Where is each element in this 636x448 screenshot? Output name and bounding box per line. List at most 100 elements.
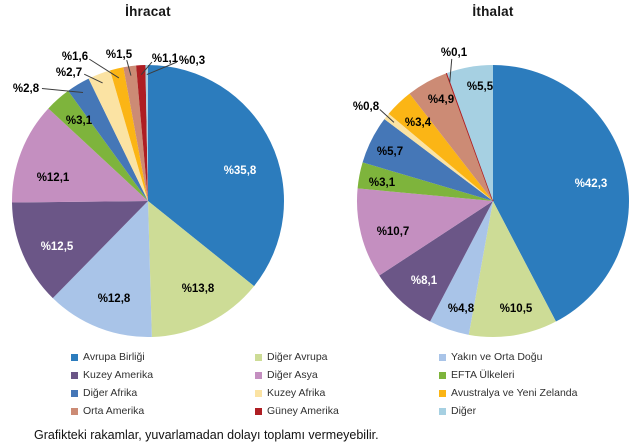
slice-ithalat-diger-afrika	[362, 119, 493, 201]
slice-ithalat-kuzey-amerika	[379, 201, 493, 322]
slice-ihracat-efta-ulkeleri	[48, 90, 148, 201]
leader-line-ithalat-guney-amerika	[449, 58, 453, 83]
pie-ithalat: %42,3 %10,5 %4,8 %8,1 %10,7 %3,1 %5,7 %0,8 %3,4%…	[353, 47, 630, 337]
slice-ihracat-avustralya-ve-yeni-zelanda	[110, 67, 148, 201]
legend-swatch-guney-amerika	[255, 407, 262, 415]
legend-swatch-diger-afrika	[71, 389, 78, 397]
leader-line-ithalat-kuzey-afrika	[379, 109, 395, 123]
legend-label-diger-afrika: Diğer Afrika	[83, 387, 138, 399]
slice-ihracat-diger-avrupa	[148, 201, 255, 337]
legend-label-efta-ulkeleri: EFTA Ülkeleri	[451, 369, 515, 381]
slice-label-ihracat-avrupa-birligi: %35,8	[224, 165, 257, 177]
slice-label-ihracat-efta-ulkeleri: %3,1	[66, 115, 93, 127]
legend-item-efta-ulkeleri: EFTA Ülkeleri	[439, 366, 577, 384]
slice-label-ithalat-diger-afrika: %5,7	[377, 146, 403, 158]
legend-label-diger: Diğer	[451, 405, 477, 417]
leader-line-ihracat-guney-amerika	[140, 61, 153, 76]
slice-ihracat-kuzey-amerika	[12, 201, 149, 299]
slice-ihracat-kuzey-afrika	[88, 70, 148, 201]
legend-item-diger-avrupa: Diğer Avrupa	[255, 348, 339, 366]
slice-ihracat-orta-amerika	[123, 65, 148, 202]
slice-label-ithalat-yakin-ve-orta-dogu: %4,8	[448, 303, 475, 315]
legend: Avrupa Birliği Kuzey Amerika Diğer Afrika O…	[0, 348, 636, 426]
slice-label-ihracat-diger: %0,3	[179, 55, 205, 67]
slice-label-ihracat-diger-afrika: %2,8	[13, 83, 40, 95]
legend-label-avustralya-ve-yeni-zelanda: Avustralya ve Yeni Zelanda	[451, 387, 578, 399]
legend-item-avustralya-ve-yeni-zelanda: Avustralya ve Yeni Zelanda	[439, 384, 577, 402]
slice-label-ihracat-diger-asya: %12,1	[37, 172, 70, 184]
slice-ithalat-yakin-ve-orta-dogu	[430, 201, 493, 335]
slice-label-ithalat-avrupa-birligi: %42,3	[575, 178, 608, 190]
slice-label-ihracat-kuzey-afrika: %2,7	[56, 67, 82, 79]
legend-item-diger-afrika: Diğer Afrika	[71, 384, 153, 402]
slice-ihracat-yakin-ve-orta-dogu	[52, 201, 152, 338]
leader-line-ihracat-diger	[146, 61, 177, 75]
legend-item-yakin-ve-orta-dogu: Yakın ve Orta Doğu	[439, 348, 577, 366]
slice-ithalat-avrupa-birligi	[493, 65, 630, 322]
legend-label-diger-avrupa: Diğer Avrupa	[267, 351, 328, 363]
legend-swatch-avustralya-ve-yeni-zelanda	[439, 389, 446, 397]
slice-ithalat-diger-asya	[356, 188, 493, 276]
slice-ithalat-avustralya-ve-yeni-zelanda	[388, 93, 493, 201]
legend-item-avrupa-birligi: Avrupa Birliği	[71, 348, 153, 366]
leader-line-ihracat-kuzey-afrika	[83, 73, 103, 84]
legend-swatch-orta-amerika	[71, 407, 78, 415]
legend-label-guney-amerika: Güney Amerika	[267, 405, 339, 417]
legend-label-avrupa-birligi: Avrupa Birliği	[83, 351, 145, 363]
legend-label-orta-amerika: Orta Amerika	[83, 405, 145, 417]
chart-title-ihracat: İhracat	[125, 4, 171, 19]
legend-column-0: Avrupa Birliği Kuzey Amerika Diğer Afrika O…	[71, 348, 153, 420]
slice-label-ithalat-orta-amerika: %4,9	[428, 94, 454, 106]
legend-swatch-avrupa-birligi	[71, 353, 78, 361]
legend-swatch-diger-asya	[255, 371, 262, 379]
slice-ithalat-diger-avrupa	[468, 201, 556, 337]
legend-label-diger-asya: Diğer Asya	[267, 369, 318, 381]
slice-sliver-ithalat-guney-amerika	[445, 72, 494, 202]
leader-line-ihracat-orta-amerika	[126, 59, 132, 76]
legend-column-1: Diğer Avrupa Diğer Asya Kuzey Afrika Güney …	[255, 348, 339, 420]
slice-ithalat-efta-ulkeleri	[357, 162, 493, 201]
legend-swatch-yakin-ve-orta-dogu	[439, 353, 446, 361]
slice-ithalat-kuzey-afrika	[384, 113, 493, 201]
slice-label-ithalat-diger-avrupa: %10,5	[500, 303, 533, 315]
legend-label-kuzey-afrika: Kuzey Afrika	[267, 387, 326, 399]
legend-swatch-diger-avrupa	[255, 353, 262, 361]
slice-label-ithalat-diger-asya: %10,7	[377, 226, 410, 238]
legend-swatch-efta-ulkeleri	[439, 371, 446, 379]
slice-ithalat-diger	[446, 65, 493, 201]
legend-item-guney-amerika: Güney Amerika	[255, 402, 339, 420]
legend-item-diger-asya: Diğer Asya	[255, 366, 339, 384]
legend-swatch-diger	[439, 407, 446, 415]
leader-line-ihracat-avustralya-ve-yeni-zelanda	[89, 58, 120, 79]
slice-ihracat-diger	[145, 64, 148, 202]
slice-label-ithalat-guney-amerika: %0,1	[441, 47, 468, 59]
slice-label-ithalat-efta-ulkeleri: %3,1	[369, 177, 396, 189]
legend-item-kuzey-amerika: Kuzey Amerika	[71, 366, 153, 384]
pie-ihracat: %35,8 %13,8 %12,8 %12,5 %12,1 %3,1 %2,8 %2,7 %1,…	[12, 49, 284, 338]
slice-label-ihracat-avustralya-ve-yeni-zelanda: %1,6	[62, 51, 88, 63]
slice-label-ithalat-avustralya-ve-yeni-zelanda: %3,4	[405, 117, 432, 129]
slice-label-ihracat-kuzey-amerika: %12,5	[41, 241, 74, 253]
legend-column-2: Yakın ve Orta Doğu EFTA Ülkeleri Avustraly…	[439, 348, 577, 420]
slice-ihracat-guney-amerika	[136, 65, 148, 202]
legend-label-yakin-ve-orta-dogu: Yakın ve Orta Doğu	[451, 351, 543, 363]
legend-item-kuzey-afrika: Kuzey Afrika	[255, 384, 339, 402]
legend-label-kuzey-amerika: Kuzey Amerika	[83, 369, 154, 381]
slice-ihracat-diger-asya	[12, 108, 149, 203]
slice-label-ihracat-orta-amerika: %1,5	[106, 49, 133, 61]
slice-ithalat-orta-amerika	[409, 73, 493, 201]
legend-item-diger: Diğer	[439, 402, 577, 420]
legend-swatch-kuzey-amerika	[71, 371, 78, 379]
slice-label-ihracat-guney-amerika: %1,1	[152, 53, 179, 65]
footnote: Grafikteki rakamlar, yuvarlamadan dolayı…	[34, 428, 379, 442]
slice-label-ithalat-kuzey-amerika: %8,1	[411, 275, 438, 287]
slice-label-ithalat-kuzey-afrika: %0,8	[353, 101, 380, 113]
slice-ihracat-avrupa-birligi	[148, 65, 284, 287]
chart-title-ithalat: İthalat	[472, 4, 514, 19]
leader-line-ihracat-diger-afrika	[41, 88, 84, 93]
legend-item-orta-amerika: Orta Amerika	[71, 402, 153, 420]
slice-label-ihracat-yakin-ve-orta-dogu: %12,8	[98, 293, 131, 305]
slice-label-ihracat-diger-avrupa: %13,8	[182, 283, 215, 295]
legend-swatch-kuzey-afrika	[255, 389, 262, 397]
